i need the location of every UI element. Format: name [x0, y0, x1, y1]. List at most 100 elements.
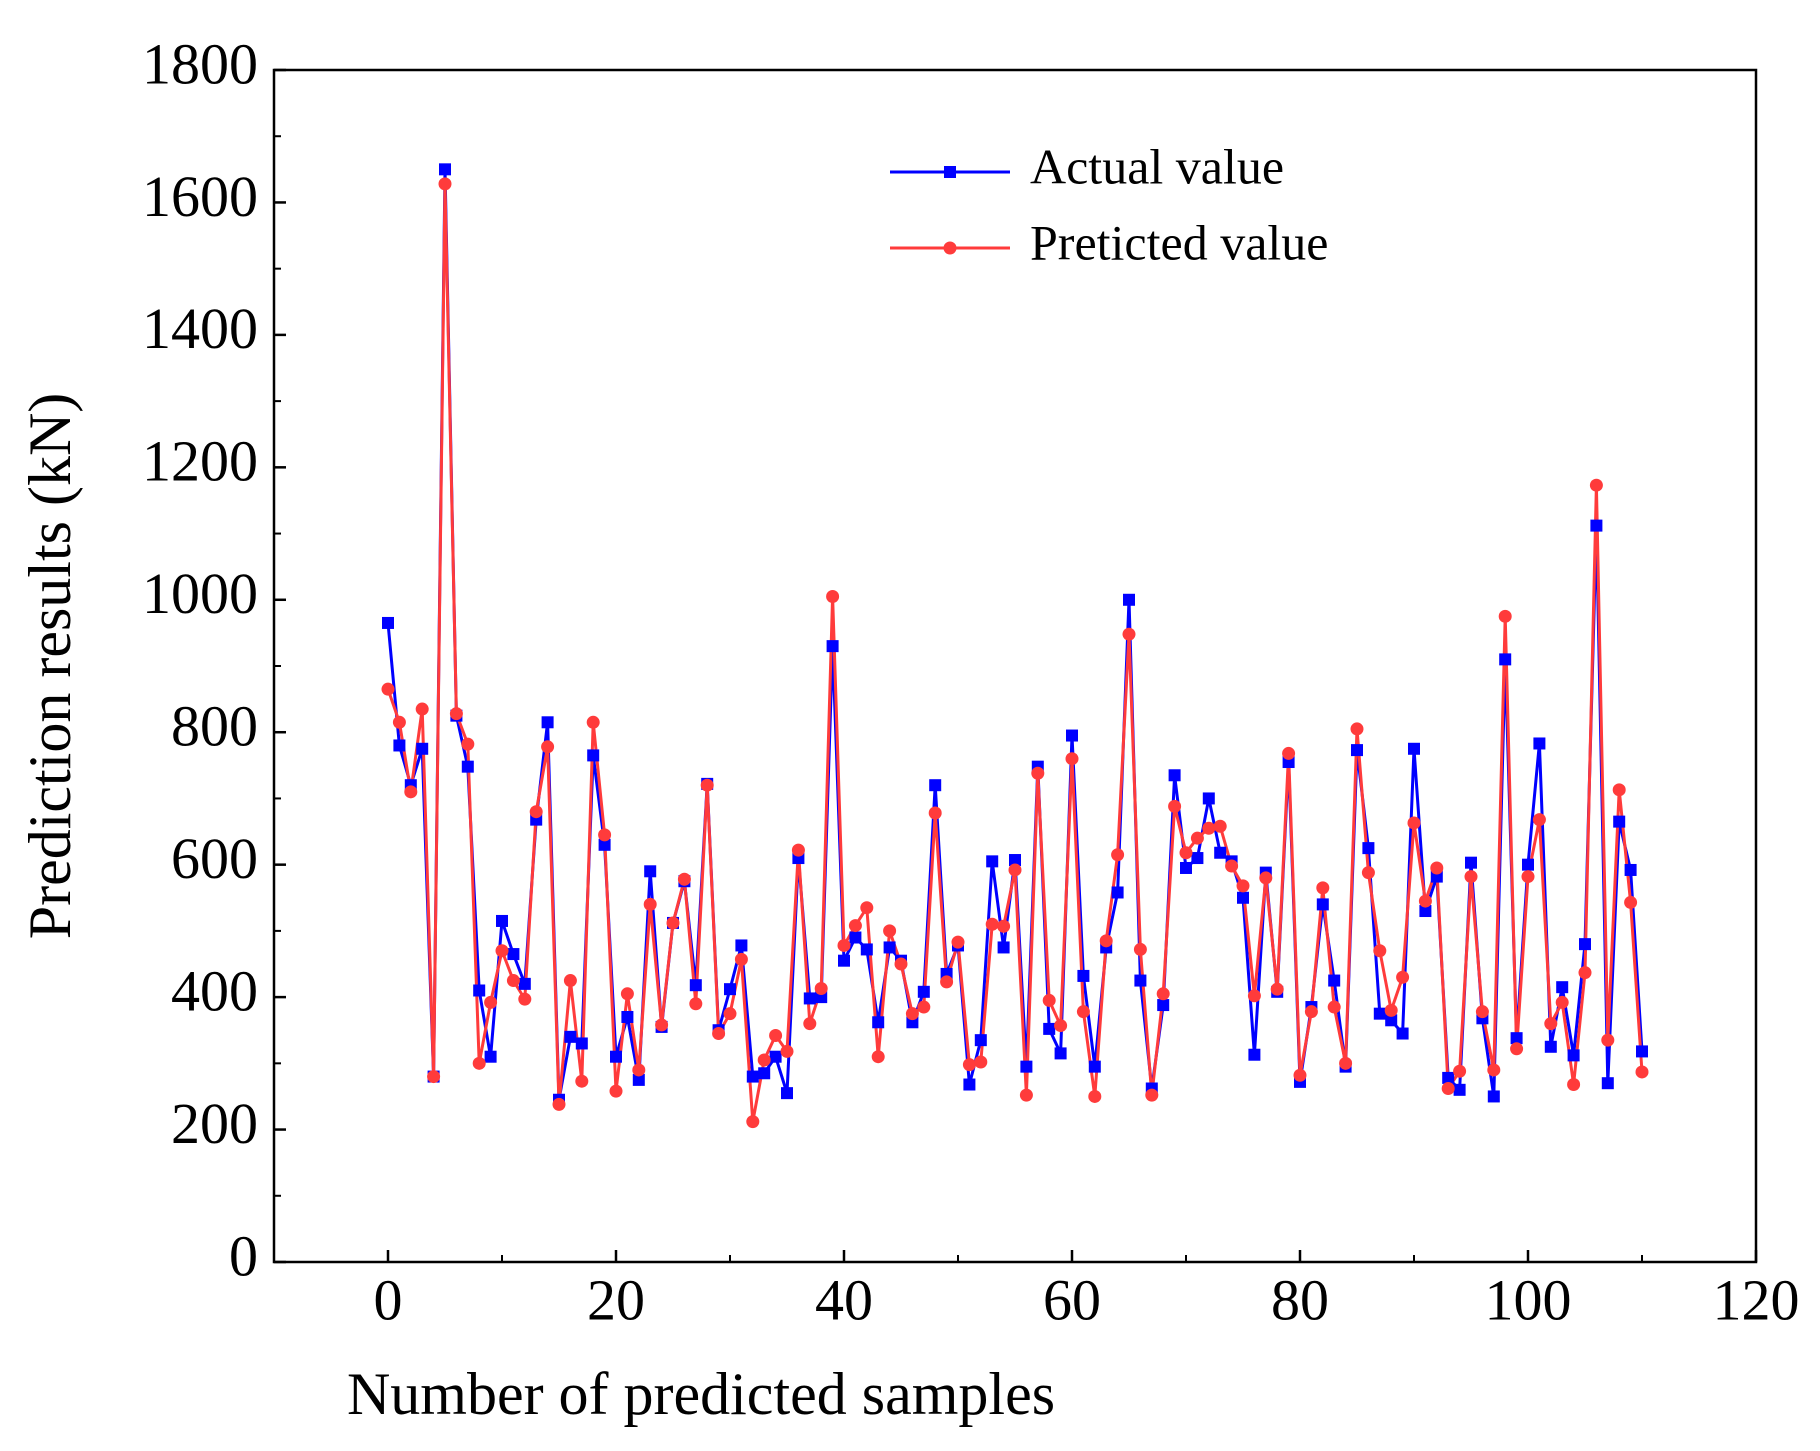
marker: [951, 935, 965, 949]
marker: [1351, 744, 1363, 757]
marker: [1522, 858, 1534, 871]
series-line: [386, 169, 1644, 1101]
marker: [746, 1070, 759, 1083]
legend-label: Actual value: [1030, 138, 1284, 194]
marker: [541, 740, 555, 754]
marker: [1191, 852, 1204, 865]
marker: [541, 716, 554, 729]
marker: [1248, 1048, 1261, 1061]
marker: [883, 941, 896, 954]
marker: [1589, 478, 1603, 492]
marker: [724, 983, 736, 996]
marker: [757, 1053, 771, 1067]
marker: [1556, 981, 1569, 994]
marker: [803, 1017, 817, 1031]
marker: [1008, 863, 1022, 877]
marker: [1396, 970, 1410, 984]
marker: [552, 1097, 566, 1111]
marker: [1270, 982, 1284, 996]
x-tick-label: 80: [1271, 1267, 1329, 1332]
marker: [1487, 1090, 1500, 1103]
marker: [1157, 999, 1170, 1012]
marker: [1362, 842, 1375, 855]
marker: [484, 1050, 497, 1063]
marker: [473, 984, 486, 997]
marker: [598, 828, 612, 842]
y-tick-label: 1400: [142, 296, 258, 361]
marker: [507, 948, 520, 961]
legend: Actual value Preticted value: [890, 138, 1329, 270]
marker: [1441, 1081, 1455, 1095]
marker: [689, 997, 703, 1011]
marker: [518, 992, 532, 1006]
marker: [838, 954, 850, 967]
y-tick-label: 1000: [142, 561, 258, 626]
marker: [1316, 881, 1330, 895]
marker: [883, 924, 897, 938]
marker: [1464, 870, 1478, 884]
marker: [1624, 895, 1638, 909]
marker: [929, 779, 942, 792]
marker: [1396, 1027, 1409, 1040]
marker: [791, 843, 805, 857]
y-tick-label: 400: [171, 958, 258, 1023]
marker: [575, 1037, 588, 1050]
marker: [1601, 1033, 1615, 1047]
marker: [780, 1044, 794, 1058]
marker: [439, 163, 451, 176]
marker: [1328, 974, 1341, 987]
marker: [1567, 1049, 1580, 1062]
marker: [484, 995, 498, 1009]
marker: [643, 897, 657, 911]
marker: [598, 838, 611, 851]
marker: [1339, 1056, 1353, 1070]
marker: [814, 982, 828, 996]
marker: [1373, 1007, 1386, 1020]
marker: [928, 806, 942, 820]
marker: [1510, 1032, 1523, 1045]
marker: [382, 616, 394, 629]
marker: [1612, 783, 1626, 797]
marker: [1168, 769, 1181, 782]
x-tick-label: 40: [815, 1267, 873, 1332]
marker: [769, 1050, 782, 1063]
marker: [997, 919, 1011, 933]
marker: [1088, 1060, 1101, 1073]
marker: [1418, 894, 1432, 908]
marker: [894, 957, 908, 971]
marker: [1385, 1014, 1398, 1027]
marker: [1350, 722, 1364, 736]
marker: [860, 901, 874, 915]
marker: [1532, 813, 1546, 827]
marker: [1430, 861, 1444, 875]
y-tick-label: 800: [171, 694, 258, 759]
marker: [1487, 1063, 1501, 1077]
marker: [781, 1087, 793, 1100]
marker: [416, 742, 429, 755]
marker: [860, 943, 873, 956]
marker: [917, 985, 930, 998]
marker: [496, 914, 508, 927]
marker: [1498, 609, 1512, 623]
marker: [1225, 859, 1239, 873]
marker: [621, 1010, 634, 1023]
marker: [848, 919, 862, 933]
marker: [1510, 1042, 1524, 1056]
plot-frame: [272, 68, 1758, 1264]
marker: [495, 944, 509, 958]
marker: [1304, 1005, 1318, 1019]
marker: [689, 979, 702, 992]
marker: [1042, 993, 1056, 1007]
marker: [632, 1063, 646, 1077]
marker: [849, 931, 862, 944]
marker: [586, 715, 600, 729]
marker: [1465, 856, 1477, 869]
x-tick-label: 0: [374, 1267, 403, 1332]
y-tick-label: 1800: [142, 31, 258, 96]
marker: [986, 855, 999, 868]
marker: [1408, 742, 1420, 755]
marker: [1020, 1060, 1033, 1073]
marker: [1293, 1068, 1307, 1082]
x-tick-label: 120: [1713, 1267, 1800, 1332]
